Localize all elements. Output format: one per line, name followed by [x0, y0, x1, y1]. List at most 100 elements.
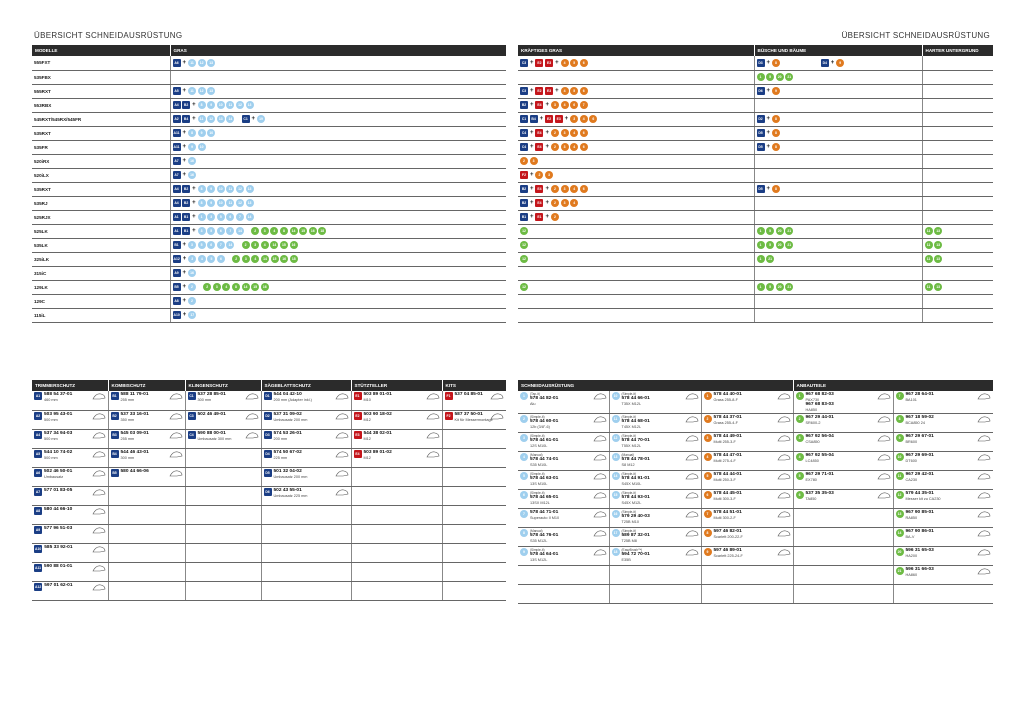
part-cell: 15 (Simple-it) 578 44 93-01 S45X M12L — [609, 489, 702, 509]
part-image-icon — [92, 393, 105, 400]
part-code-badge: 5 — [795, 472, 804, 480]
accessory-number-badge: 2 — [550, 129, 559, 137]
part-description: S35 M10L — [530, 463, 548, 467]
part-code-badge: C4 — [520, 129, 528, 137]
chip-group: B1 +3 5 6 7 14 2 3 4 14 15 16 — [172, 241, 505, 249]
part-description: TA850 — [805, 497, 817, 501]
plus-sign: + — [182, 284, 186, 290]
bushes-cell — [754, 98, 923, 113]
part-number: 967 29 71-01 — [805, 472, 834, 477]
accessory-number-badge: 20 — [775, 73, 784, 81]
accessory-number-badge: 4 — [570, 185, 579, 193]
part-image-icon — [335, 432, 348, 438]
part-number: 578 44 91-01 — [621, 476, 650, 481]
part-cell — [351, 543, 443, 563]
part-entry: D3 574 53 26-01 200 mm — [263, 430, 349, 441]
accessory-number-badge: 14 — [260, 255, 269, 263]
part-image-icon — [593, 511, 606, 518]
part-cell: D6 502 43 55-01 Umbausatz 225 mm — [261, 486, 352, 506]
accessory-number-badge: 21 — [785, 241, 794, 249]
part-description: M12 — [363, 417, 371, 422]
part-cell — [261, 524, 352, 544]
part-image-icon — [685, 416, 698, 423]
part-entry: A11 590 88 01-01 — [34, 563, 106, 573]
part-cell: 1 (Tap-it) 578 44 82-01 Alu — [518, 391, 610, 414]
part-description: Multi 250-3-F — [713, 478, 736, 482]
part-number: 578 44 82-01 — [530, 396, 559, 401]
part-description: 255 mm — [120, 398, 135, 402]
part-cell: B4 544 46 43-01 300 mm — [108, 448, 186, 468]
part-image-icon — [777, 454, 790, 461]
part-cell: 5 967 29 71-01 EX780 — [793, 470, 894, 490]
part-cell: D2 537 31 09-02 Umbausatz 200 mm — [261, 410, 352, 430]
accessory-number-badge: 2 — [187, 283, 196, 291]
part-cell: 16 (Simple-it) 579 29 40-03 T25B M10 — [609, 508, 702, 528]
chip-group: A12 +3 4 5 6 2 3 4 14 15 16 18 — [172, 255, 505, 263]
heavy-grass-cell — [518, 308, 755, 323]
part-number: 967 92 55-04 — [805, 453, 834, 458]
accessory-number-badge: 11 — [187, 87, 196, 95]
part-description: 13S M10L — [530, 482, 548, 486]
plus-sign: + — [766, 59, 770, 66]
accessory-number-badge: 8 — [197, 101, 206, 109]
part-code-badge: 3 — [520, 434, 528, 442]
accessory-number-badge: 18 — [318, 227, 327, 235]
accessory-number-badge: 7 — [226, 227, 235, 235]
accessory-number-badge: 5 — [197, 241, 206, 249]
accessory-number-badge: 16 — [280, 255, 289, 263]
accessory-number-badge: 4 — [260, 241, 269, 249]
part-code-badge: A4 — [172, 185, 181, 193]
plus-sign: + — [766, 116, 770, 122]
part-code-badge: B4 — [110, 449, 119, 458]
part-cell: C3 502 46 49-01 — [185, 410, 262, 430]
part-number: 577 96 51-03 — [44, 525, 73, 531]
part-cell: E2 503 90 18-02 M12 — [351, 410, 443, 430]
accessory-number-badge: 21 — [785, 73, 794, 81]
header-support-cup: STÜTZTELLER — [351, 380, 443, 391]
hard-ground-cell — [922, 70, 993, 85]
part-code-badge: C4 — [520, 143, 528, 151]
part-description: M12 — [363, 455, 371, 460]
part-entry: 11 (Simple-it) 578 44 68-01 T45X M12L — [611, 415, 699, 429]
plus-sign: + — [766, 144, 770, 150]
accessory-number-badge: 16 — [187, 269, 196, 277]
part-text: 578 44 40-01 Grass 255-8-F — [714, 392, 775, 402]
part-number: 574 50 67-02 — [273, 449, 302, 455]
part-code-badge: E2 — [353, 411, 362, 420]
part-description: Scarlett 200-22-F — [713, 535, 743, 539]
part-image-icon — [92, 508, 105, 514]
part-number: 594 72 70-01 — [621, 552, 650, 557]
cutting-equipment-table: SCHNEIDAUSRÜSTUNG ANBAUTEILE 1 (Tap-it) 57… — [518, 380, 994, 604]
part-number: 578 44 45-01 — [713, 491, 742, 496]
part-cell: F2 587 37 50-01 Kit für Messer­montage — [442, 410, 506, 430]
table-row: 520iLX A7 +16 — [32, 168, 506, 183]
part-entry: A4 537 34 94-03 500 mm — [34, 430, 106, 441]
part-image-icon — [877, 393, 890, 400]
part-description: S45X M12L — [621, 501, 642, 505]
part-description: 300 mm — [120, 455, 135, 460]
part-description: CA230 — [905, 478, 918, 482]
part-image-icon — [245, 393, 258, 400]
part-cell — [108, 505, 186, 525]
hard-ground-cell — [922, 168, 993, 183]
part-text: 597 01 62-01 — [44, 583, 89, 588]
table-row: A2 503 95 43-01 500 mm B2 537 33 16-01 350 mm… — [32, 410, 506, 430]
part-entry: 10 (Simple-it) 578 44 66-01 T35X M12L — [611, 392, 699, 406]
hard-ground-cell: 11 13 — [922, 224, 993, 239]
part-cell — [185, 448, 262, 468]
part-entry: A12 597 01 62-01 — [34, 582, 106, 592]
bushes-cell — [754, 196, 923, 211]
part-text: 574 53 26-01 200 mm — [274, 431, 333, 441]
part-cell: D5 501 32 04-02 Umbausatz 200 mm — [261, 467, 352, 487]
grass-cell: A2 B4 +11 12 13 14 C1 +19 — [170, 112, 506, 127]
part-text: 502 46 50-01 Umbausatz — [44, 469, 90, 479]
part-code-badge: 15 — [611, 491, 620, 499]
part-code-badge: C3 — [520, 87, 528, 95]
part-cell: 11 (Simple-it) 578 44 68-01 T45X M12L — [609, 413, 702, 433]
part-entry: 13 (Manual) 578 44 78-01 S8 M12 — [611, 453, 699, 467]
part-description: Multi 275-4-F — [713, 459, 736, 463]
part-code-badge: E4 — [535, 185, 544, 193]
part-entry: B3 545 03 09-01 255 mm — [110, 430, 183, 441]
